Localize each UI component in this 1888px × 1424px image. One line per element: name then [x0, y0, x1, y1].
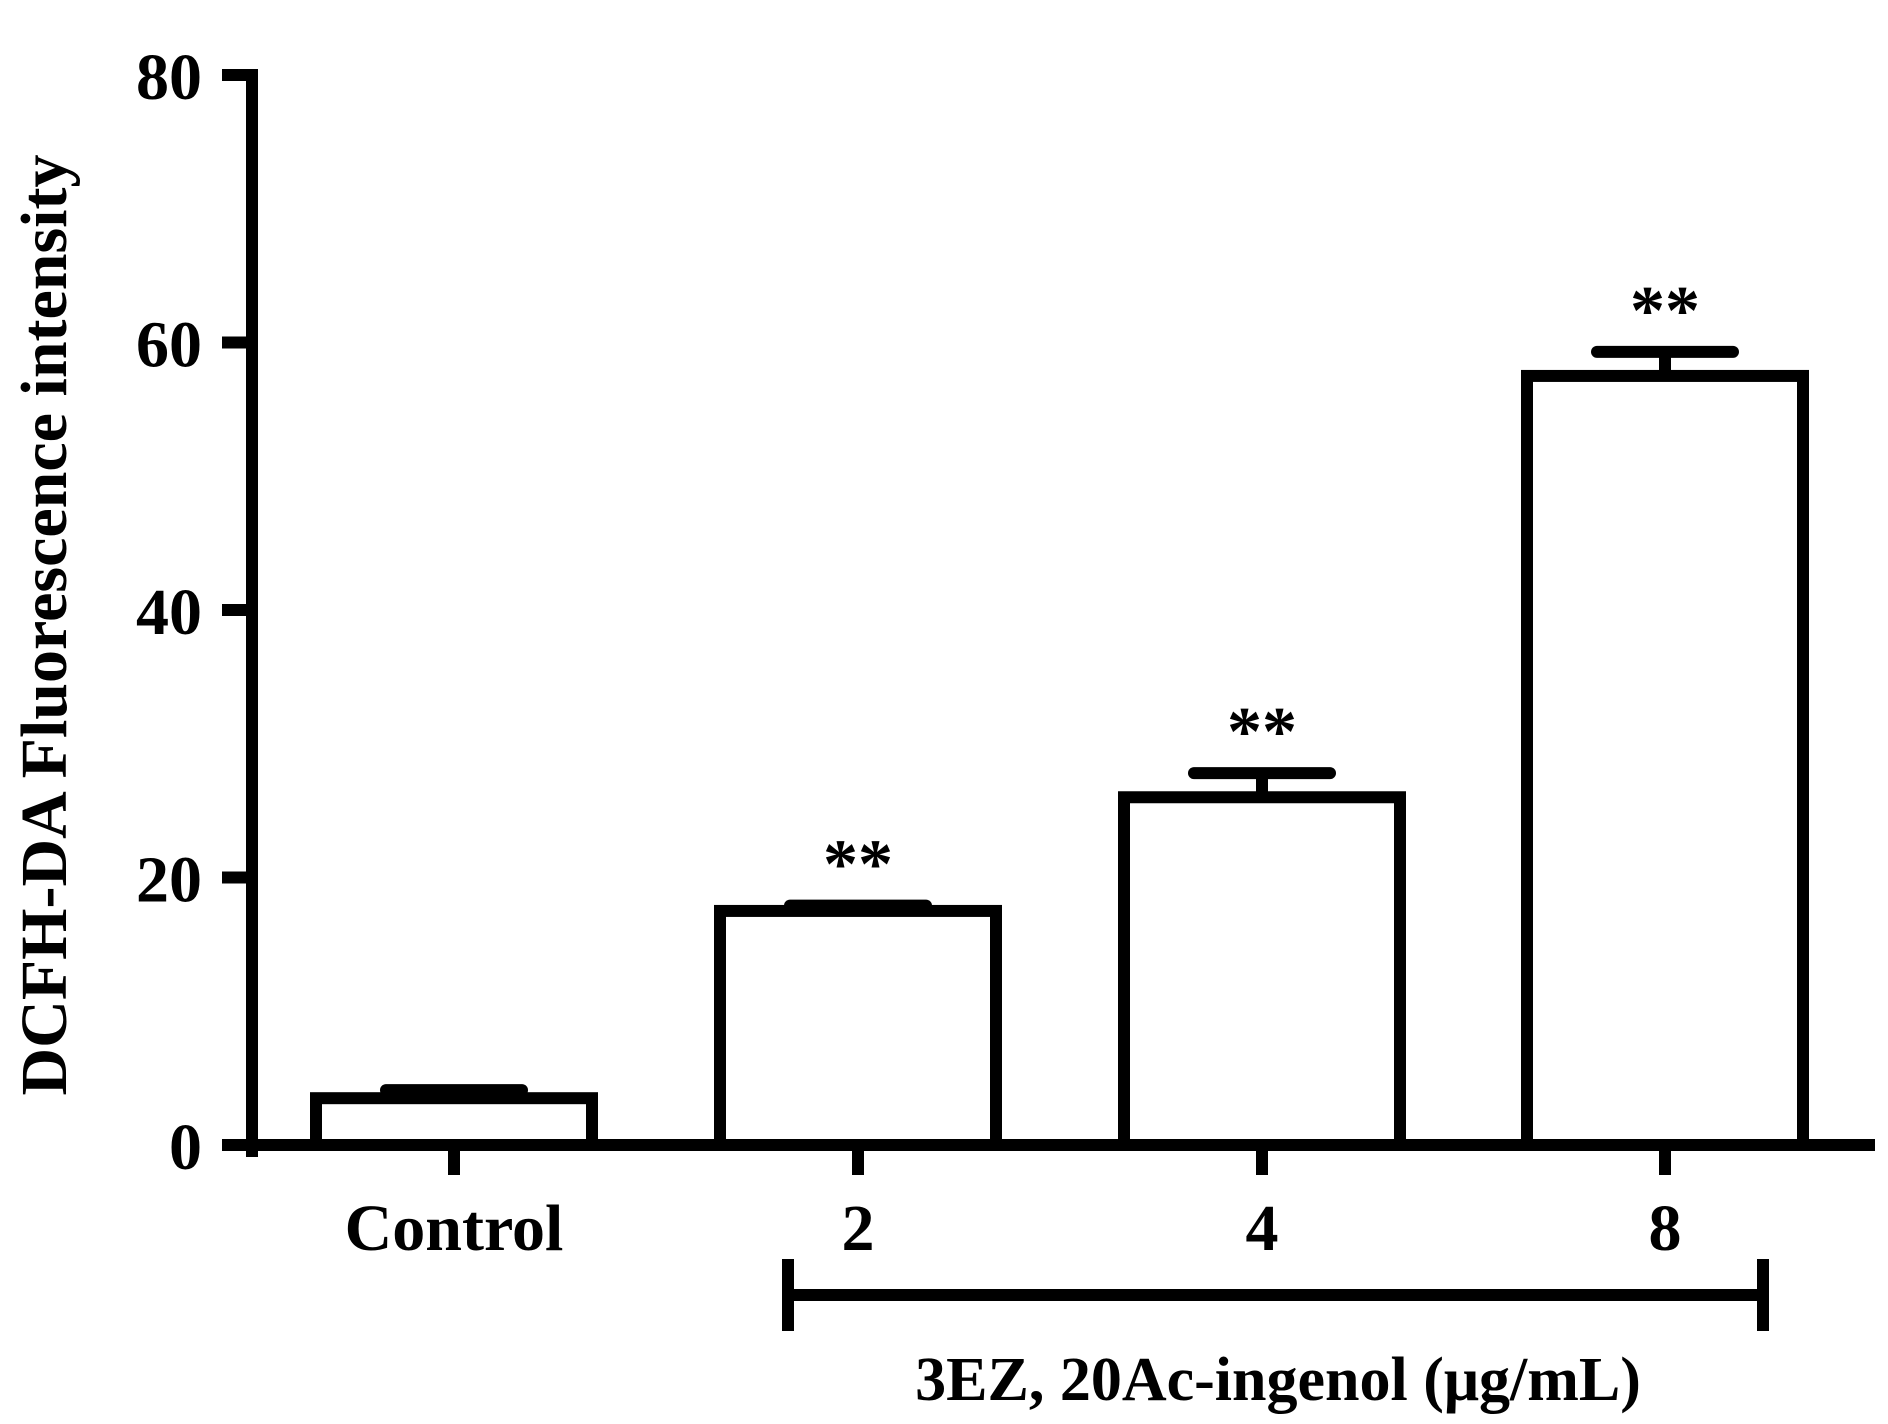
x-tick-label: Control: [345, 1192, 564, 1265]
y-tick-label: 20: [136, 844, 202, 917]
x-axis-label: 3EZ, 20Ac-ingenol (μg/mL): [915, 1346, 1641, 1414]
group-bracket: [782, 1259, 1769, 1331]
bar: [310, 1092, 598, 1151]
y-tick-label: 0: [169, 1111, 202, 1184]
y-tick-label: 60: [136, 309, 202, 382]
x-tick-label: 8: [1649, 1192, 1682, 1265]
significance-marker: **: [823, 827, 893, 904]
bar: [1521, 369, 1809, 1151]
bar: [714, 904, 1002, 1151]
bar: [1118, 791, 1406, 1151]
x-tick-label: 2: [842, 1192, 875, 1265]
x-tick-label: 4: [1246, 1192, 1279, 1265]
bars: ** ** **: [310, 273, 1809, 1151]
x-axis: Control 2 4 8: [252, 1139, 1875, 1265]
significance-marker: **: [1630, 273, 1700, 350]
y-tick-label: 40: [136, 576, 202, 649]
significance-marker: **: [1227, 694, 1297, 771]
y-axis-label: DCFH-DA Fluorescence intensity: [8, 155, 81, 1096]
y-tick-label: 80: [136, 41, 202, 114]
y-axis: 0 20 40 60 80: [136, 41, 258, 1184]
